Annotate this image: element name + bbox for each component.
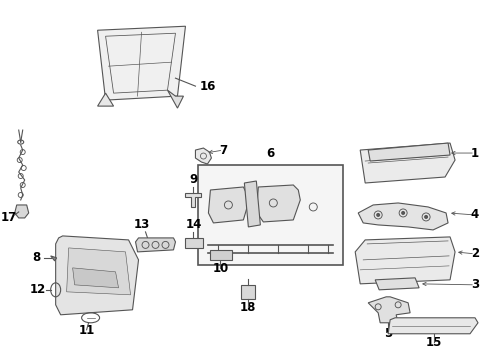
Polygon shape — [245, 181, 260, 227]
Text: 14: 14 — [185, 218, 202, 231]
Circle shape — [376, 213, 380, 217]
Polygon shape — [358, 203, 448, 230]
Polygon shape — [368, 143, 450, 161]
Text: 17: 17 — [0, 211, 17, 224]
Polygon shape — [208, 187, 248, 223]
Polygon shape — [375, 278, 419, 290]
Text: 11: 11 — [78, 324, 95, 337]
Text: 6: 6 — [267, 147, 275, 160]
Text: 13: 13 — [133, 218, 149, 231]
Text: 7: 7 — [220, 144, 227, 157]
Polygon shape — [168, 90, 183, 108]
Text: 15: 15 — [426, 336, 442, 349]
Polygon shape — [136, 238, 175, 252]
Polygon shape — [67, 248, 130, 295]
Bar — [198, 165, 343, 265]
Text: 8: 8 — [32, 251, 41, 264]
Polygon shape — [355, 237, 455, 284]
Polygon shape — [368, 297, 410, 323]
Polygon shape — [98, 93, 114, 106]
Text: 16: 16 — [199, 80, 216, 93]
Circle shape — [401, 211, 405, 215]
Text: 1: 1 — [471, 147, 479, 159]
Polygon shape — [56, 236, 139, 315]
Text: 9: 9 — [189, 173, 197, 186]
Polygon shape — [388, 318, 478, 334]
Text: 4: 4 — [471, 208, 479, 221]
Circle shape — [424, 215, 428, 219]
Text: 3: 3 — [471, 278, 479, 291]
Text: 10: 10 — [212, 262, 228, 275]
Text: 18: 18 — [240, 301, 257, 314]
Text: 12: 12 — [29, 283, 46, 296]
Polygon shape — [185, 193, 201, 207]
Polygon shape — [210, 250, 232, 260]
Polygon shape — [360, 143, 455, 183]
Polygon shape — [73, 268, 119, 288]
Text: 2: 2 — [471, 247, 479, 260]
Polygon shape — [196, 148, 211, 164]
Polygon shape — [98, 26, 185, 100]
Polygon shape — [242, 285, 255, 299]
Polygon shape — [50, 256, 57, 261]
Polygon shape — [256, 185, 300, 222]
Polygon shape — [15, 205, 29, 218]
Polygon shape — [185, 238, 203, 248]
Text: 5: 5 — [384, 327, 392, 340]
